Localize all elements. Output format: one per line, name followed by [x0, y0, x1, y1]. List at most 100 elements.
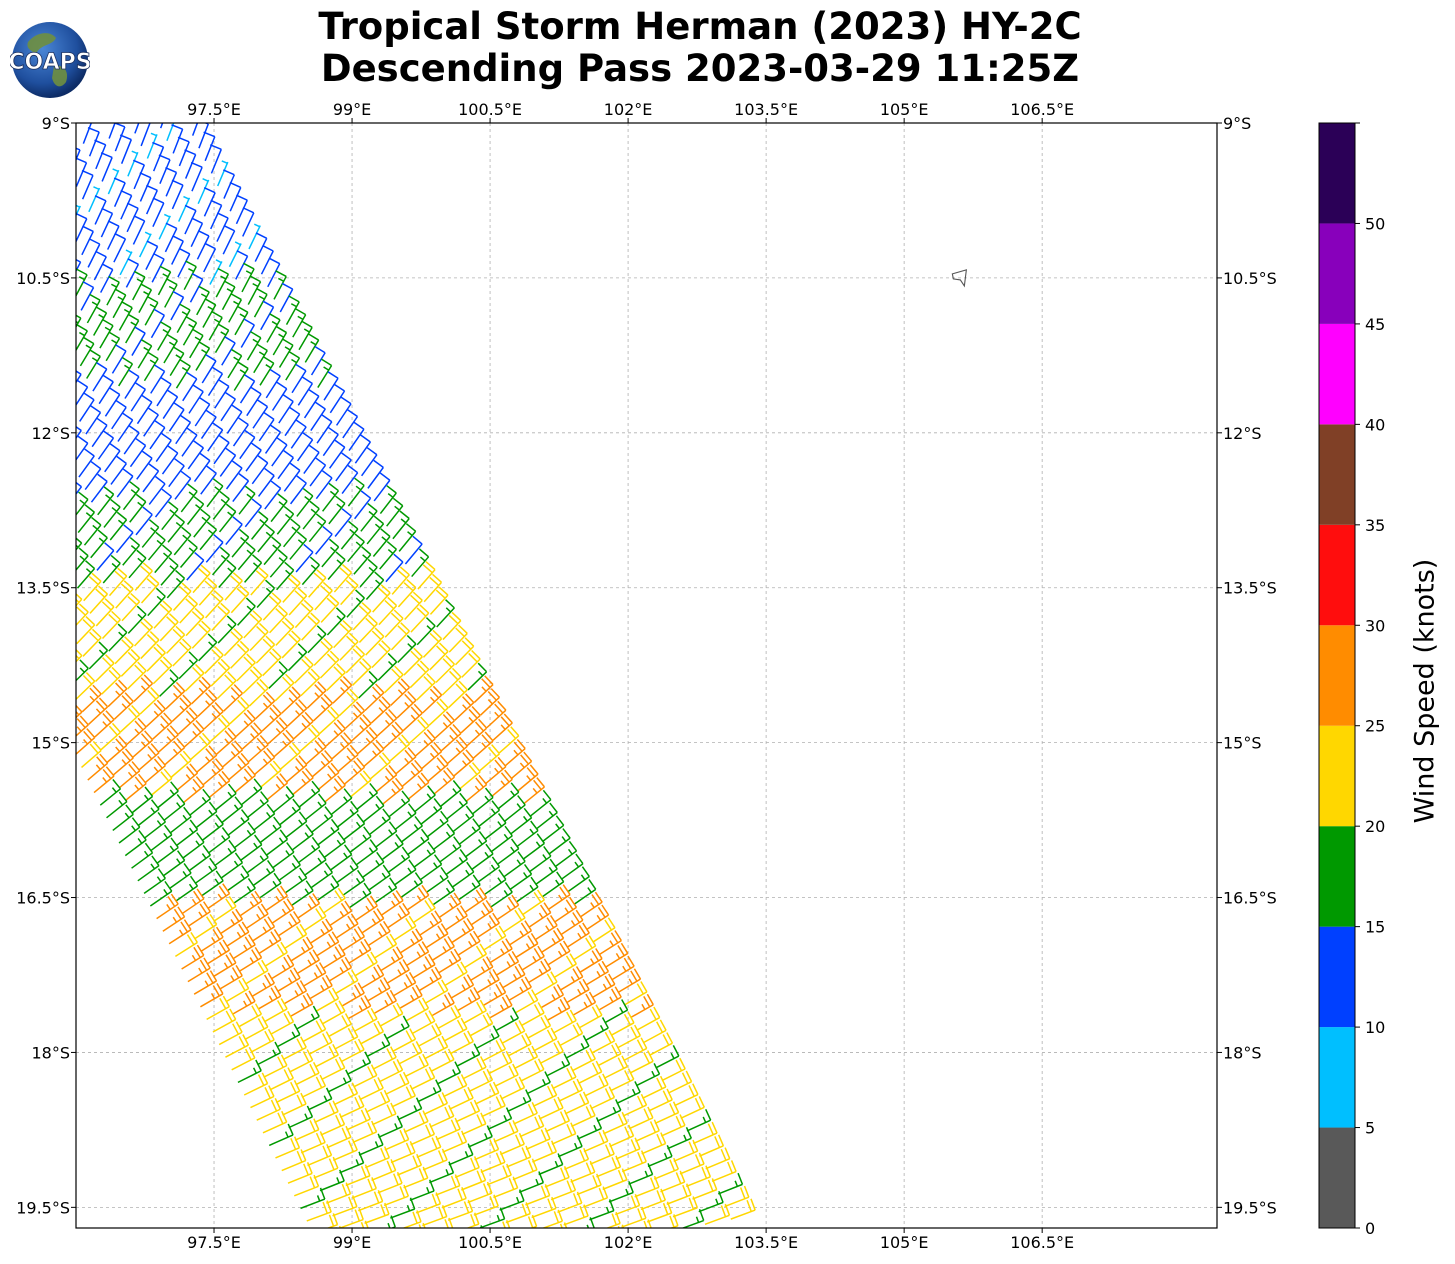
wind-barb [367, 977, 391, 1002]
wind-barb [429, 1104, 455, 1128]
wind-barb [256, 579, 276, 609]
wind-barb [642, 1019, 667, 1044]
wind-barb [214, 379, 230, 409]
wind-barb [124, 369, 140, 399]
wind-barb [342, 409, 359, 439]
wind-barb [344, 701, 366, 729]
wind-barb [62, 133, 73, 162]
wind-barb [408, 716, 430, 744]
wind-barb [298, 836, 321, 864]
wind-barb [99, 263, 114, 293]
wind-barb [121, 592, 141, 622]
wind-barb [321, 1000, 346, 1025]
wind-barb [296, 1005, 320, 1030]
wind-barb [193, 452, 211, 483]
wind-barb [116, 468, 134, 498]
wind-barb [374, 933, 398, 959]
wind-barb [332, 1138, 358, 1161]
wind-barb [145, 699, 166, 728]
wind-barb [156, 376, 172, 407]
wind-barb [234, 765, 256, 793]
wind-barb [584, 1073, 609, 1097]
wind-barb [592, 917, 616, 943]
wind-barb [449, 1030, 474, 1055]
wind-barb [401, 1210, 422, 1228]
wind-barb [234, 305, 249, 336]
wind-barb [184, 149, 197, 179]
wind-barb [127, 605, 147, 634]
wind-barb [111, 399, 127, 430]
wind-barb [140, 123, 151, 147]
wind-barb [320, 594, 340, 623]
wind-barb [282, 1036, 307, 1061]
wind-barb [395, 747, 417, 775]
wind-barb [369, 808, 391, 835]
wind-barb [374, 877, 398, 904]
wind-barb [203, 131, 216, 162]
wind-barb [76, 593, 83, 607]
wind-barb [335, 913, 359, 939]
wind-barb [222, 224, 236, 255]
wind-barb [371, 640, 391, 669]
wind-barb [161, 445, 179, 475]
wind-barb [448, 1143, 474, 1166]
wind-barb [191, 620, 211, 649]
lat-tick-label-right: 9°S [1223, 114, 1251, 133]
wind-barb [496, 894, 520, 921]
wind-barb [132, 730, 154, 758]
wind-barb [138, 799, 160, 826]
wind-barb [413, 897, 436, 924]
wind-barb [162, 389, 179, 419]
wind-barb [548, 884, 571, 910]
wind-barb [62, 300, 75, 329]
wind-barb [76, 212, 88, 243]
wind-barb [225, 460, 243, 490]
lat-tick-label-left: 10.5°S [16, 269, 70, 288]
wind-barb [103, 498, 121, 528]
wind-barb [90, 473, 108, 503]
wind-barb [181, 427, 198, 457]
wind-barb [196, 745, 218, 773]
wind-barb [661, 1057, 686, 1082]
wind-barb [409, 1236, 433, 1256]
wind-barb [168, 919, 192, 945]
wind-barb [356, 839, 378, 866]
wind-barb [616, 1081, 641, 1105]
wind-barb [126, 202, 139, 233]
wind-barb [195, 341, 211, 371]
wind-barb [102, 554, 121, 584]
wind-barb [366, 515, 385, 545]
wind-barb [207, 422, 224, 452]
wind-barb [99, 318, 114, 349]
wind-barb [356, 782, 379, 810]
wind-barb [159, 669, 179, 697]
wind-barb [478, 800, 501, 827]
wind-barb [137, 855, 160, 882]
wind-barb [131, 842, 154, 869]
wind-barb [269, 549, 288, 578]
wind-barb [629, 1050, 654, 1074]
wind-barb [352, 1120, 378, 1144]
wind-barb [456, 987, 481, 1012]
wind-barb [371, 1102, 397, 1126]
wind-barb [300, 1131, 326, 1154]
wind-barb [218, 503, 237, 533]
wind-barb [118, 301, 133, 331]
wind-barb [376, 708, 398, 737]
wind-barb [465, 831, 488, 858]
wind-barb [76, 603, 89, 627]
wind-barb [254, 747, 276, 775]
wind-barb [245, 442, 262, 472]
wind-barb [534, 971, 558, 996]
wind-barb [494, 1063, 519, 1087]
wind-barb [337, 800, 359, 828]
wind-barb [378, 1059, 404, 1083]
wind-barb [341, 982, 365, 1007]
wind-barb [538, 1153, 564, 1176]
wind-barb [81, 225, 94, 256]
wind-barb [52, 510, 68, 538]
wind-barb [318, 762, 340, 790]
wind-barb [379, 1002, 404, 1027]
wind-barb [392, 510, 410, 540]
wind-barb [580, 891, 603, 918]
